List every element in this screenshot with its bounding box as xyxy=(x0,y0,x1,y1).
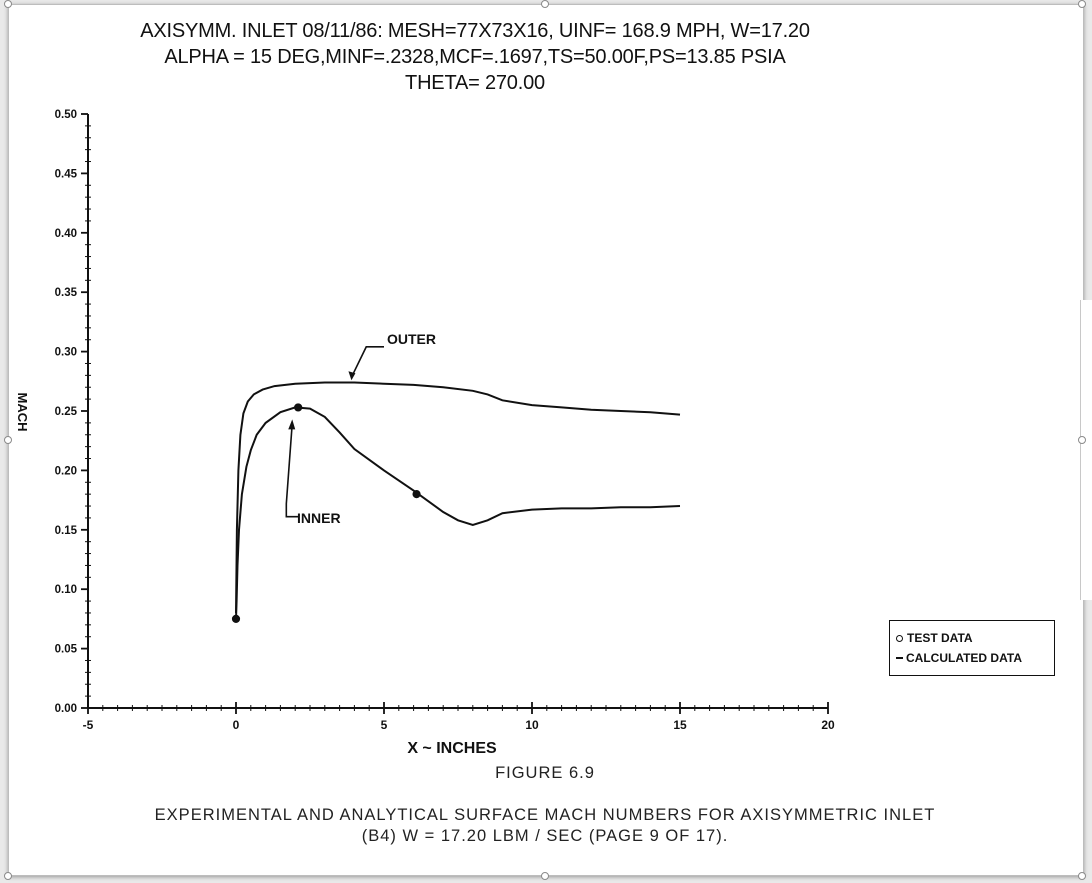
y-tick-label: 0.40 xyxy=(55,228,77,240)
series-inner-line xyxy=(235,406,681,619)
resize-handle-right[interactable] xyxy=(1078,436,1086,444)
adjacent-page-edge xyxy=(1080,300,1092,600)
figure-caption-line-1: EXPERIMENTAL AND ANALYTICAL SURFACE MACH… xyxy=(154,806,936,824)
resize-handle-left[interactable] xyxy=(4,436,12,444)
resize-handle-top[interactable] xyxy=(541,0,549,8)
y-tick-label: 0.10 xyxy=(55,584,77,596)
document-page xyxy=(8,4,1084,876)
annotation-inner: INNER xyxy=(297,510,341,526)
annotation-outer-leader xyxy=(350,346,384,378)
chart-legend: TEST DATA CALCULATED DATA xyxy=(889,620,1055,676)
y-axis-label: MACH xyxy=(15,393,30,432)
y-tick-label: 0.35 xyxy=(55,287,78,299)
y-tick-label: 0.05 xyxy=(55,644,78,656)
figure-number: FIGURE 6.9 xyxy=(495,764,595,782)
y-tick-label: 0.45 xyxy=(55,168,78,180)
series-outer-line xyxy=(235,381,681,614)
y-tick-label: 0.00 xyxy=(55,703,77,715)
annotation-inner-leader xyxy=(285,423,299,518)
y-tick-label: 0.15 xyxy=(55,525,78,537)
resize-handle-bottom-left[interactable] xyxy=(4,872,12,880)
legend-entry-calculated-data: CALCULATED DATA xyxy=(896,651,1022,665)
circle-marker-icon xyxy=(896,634,903,642)
legend-label-calculated-data: CALCULATED DATA xyxy=(906,651,1022,665)
x-axis-label: X ~ INCHES xyxy=(407,740,497,757)
y-tick-label: 0.20 xyxy=(55,465,77,477)
y-tick-label: 0.25 xyxy=(55,406,78,418)
legend-label-test-data: TEST DATA xyxy=(907,631,973,645)
resize-handle-top-right[interactable] xyxy=(1078,0,1086,8)
y-tick-label: 0.50 xyxy=(55,109,77,121)
y-tick-label: 0.30 xyxy=(55,347,77,359)
annotation-outer: OUTER xyxy=(387,331,436,347)
x-tick-label: 0 xyxy=(233,718,240,732)
line-marker-icon xyxy=(896,657,903,659)
test-data-point xyxy=(294,403,303,412)
x-tick-label: 10 xyxy=(525,718,539,732)
resize-handle-bottom[interactable] xyxy=(541,872,549,880)
test-data-point xyxy=(231,614,241,624)
chart-title-line-3: THETA= 270.00 xyxy=(405,72,545,94)
annotation-inner-arrowhead xyxy=(288,419,296,430)
resize-handle-top-left[interactable] xyxy=(4,0,12,8)
test-data-point xyxy=(412,490,421,499)
resize-handle-bottom-right[interactable] xyxy=(1078,872,1086,880)
legend-entry-test-data: TEST DATA xyxy=(896,631,973,645)
chart-title-line-2: ALPHA = 15 DEG,MINF=.2328,MCF=.1697,TS=5… xyxy=(164,46,786,68)
x-tick-label: 20 xyxy=(821,718,835,732)
chart-title-line-1: AXISYMM. INLET 08/11/86: MESH=77X73X16, … xyxy=(140,20,810,42)
x-tick-label: 15 xyxy=(673,718,687,732)
x-tick-label: 5 xyxy=(381,718,388,732)
figure-caption-line-2: (B4) W = 17.20 LBM / SEC (PAGE 9 OF 17). xyxy=(361,827,729,845)
x-tick-label: -5 xyxy=(83,718,94,732)
annotation-outer-arrowhead xyxy=(348,371,356,381)
